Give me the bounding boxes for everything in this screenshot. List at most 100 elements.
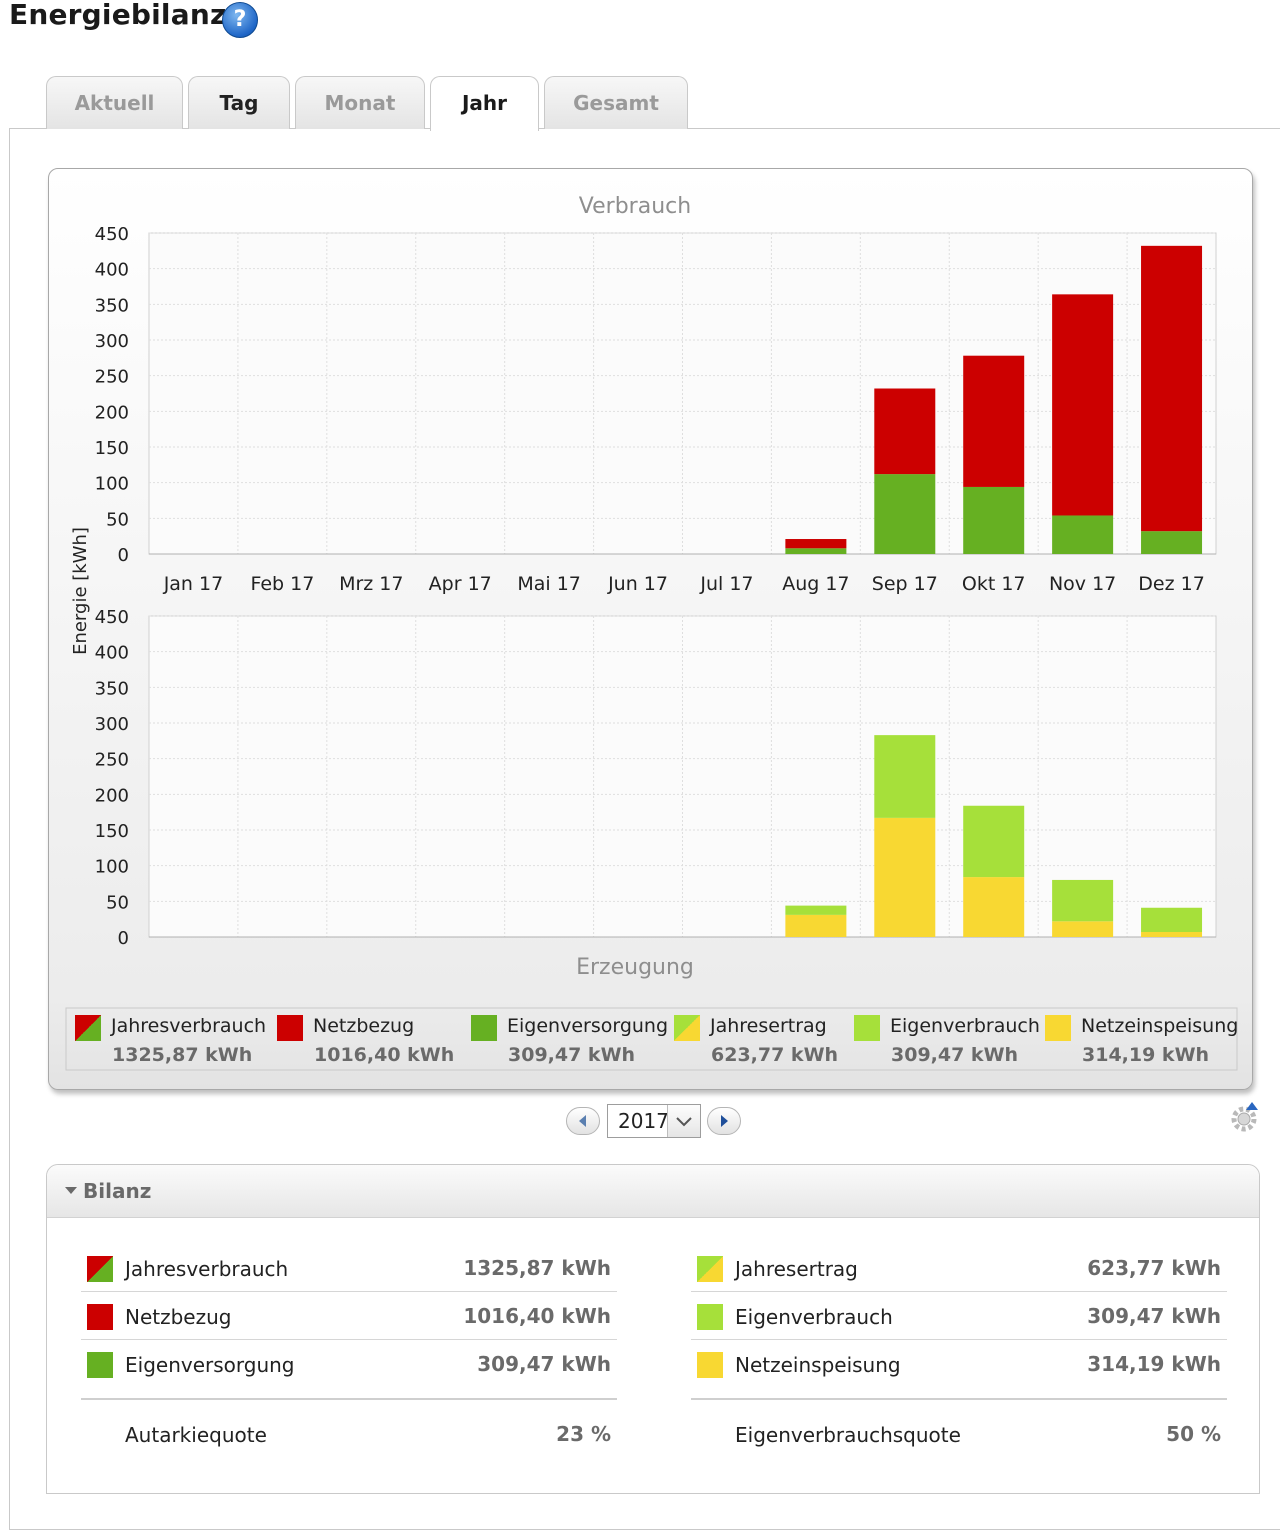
bar-netzeinspeisung: [1052, 921, 1114, 937]
bilanz-value: 314,19 kWh: [1087, 1352, 1221, 1376]
legend-item-jahresverbrauch[interactable]: Jahresverbrauch 1325,87 kWh: [75, 1015, 266, 1066]
tab-jahr[interactable]: Jahr: [430, 76, 539, 131]
bilanz-row-eigenverbrauchsquote: Eigenverbrauchsquote 50 %: [691, 1410, 1227, 1458]
legend-value: 314,19 kWh: [1082, 1044, 1209, 1066]
bilanz-value: 309,47 kWh: [477, 1352, 611, 1376]
energy-chart: 0 50 100 150 200 250 300 350 400 450 Verbrauch Jan …: [65, 194, 1238, 1071]
x-tick-label: Jan 17: [163, 573, 224, 595]
bilanz-value: 1016,40 kWh: [463, 1304, 611, 1328]
netzbezug-swatch: [87, 1304, 113, 1330]
legend-value: 623,77 kWh: [711, 1044, 838, 1066]
bar-netzbezug: [1141, 245, 1203, 532]
gear-icon: [1231, 1102, 1258, 1132]
y-axis-label: Energie [kWh]: [70, 527, 91, 655]
bilanz-row-jahresverbrauch: Jahresverbrauch 1325,87 kWh: [81, 1244, 617, 1292]
bar-eigenversorgung: [1052, 515, 1114, 554]
legend-value: 1325,87 kWh: [112, 1044, 252, 1066]
bilanz-label: Netzbezug: [125, 1305, 232, 1329]
tab-tag[interactable]: Tag: [188, 76, 290, 129]
tab-gesamt[interactable]: Gesamt: [544, 76, 688, 129]
year-value: 2017: [618, 1109, 669, 1133]
legend-swatch: [277, 1015, 303, 1041]
legend-item-eigenversorgung[interactable]: Eigenversorgung 309,47 kWh: [471, 1015, 668, 1066]
x-tick-label: Apr 17: [429, 573, 492, 595]
legend-label: Netzeinspeisung: [1081, 1015, 1238, 1037]
legend-label: Jahresertrag: [709, 1015, 827, 1037]
legend-label: Eigenversorgung: [507, 1015, 668, 1037]
bar-eigenversorgung: [1141, 531, 1203, 554]
divider: [81, 1291, 617, 1292]
bar-netzeinspeisung: [963, 877, 1025, 937]
x-tick-label: Okt 17: [962, 573, 1026, 595]
bar-netzeinspeisung: [785, 914, 847, 937]
bilanz-panel: Bilanz Jahresverbrauch 1325,87 kWh Netzb…: [46, 1164, 1260, 1494]
legend-swatch: [674, 1015, 700, 1041]
legend-item-eigenverbrauch[interactable]: Eigenverbrauch 309,47 kWh: [854, 1015, 1040, 1066]
bar-netzbezug: [785, 539, 847, 549]
legend-item-netzeinspeisung[interactable]: Netzeinspeisung 314,19 kWh: [1045, 1015, 1238, 1066]
y-tick-label: 300: [95, 714, 129, 735]
bar-eigenverbrauch: [874, 735, 936, 818]
legend-label: Eigenverbrauch: [890, 1015, 1040, 1037]
chevron-down-icon: [667, 1105, 700, 1137]
x-tick-label: Mai 17: [517, 573, 581, 595]
x-tick-label: Nov 17: [1049, 573, 1116, 595]
bilanz-header[interactable]: Bilanz: [47, 1165, 1259, 1218]
y-tick-label: 200: [95, 402, 129, 423]
legend-label: Jahresverbrauch: [110, 1015, 266, 1037]
bar-eigenverbrauch: [1052, 879, 1114, 922]
x-tick-label: Jul 17: [699, 573, 753, 595]
settings-button[interactable]: [1230, 1100, 1264, 1136]
y-tick-label: 250: [95, 367, 129, 388]
y-tick-label: 200: [95, 785, 129, 806]
bar-eigenversorgung: [963, 486, 1025, 554]
y-tick-label: 450: [95, 607, 129, 628]
divider: [691, 1339, 1227, 1340]
divider: [81, 1398, 617, 1400]
legend-label: Netzbezug: [313, 1015, 414, 1037]
bilanz-label: Jahresertrag: [735, 1257, 858, 1281]
bilanz-row-netzeinspeisung: Netzeinspeisung 314,19 kWh: [691, 1340, 1227, 1388]
bilanz-label: Eigenverbrauch: [735, 1305, 893, 1329]
y-tick-label: 400: [95, 643, 129, 664]
y-tick-label: 0: [118, 545, 129, 566]
chevron-left-icon: [579, 1115, 586, 1127]
netzeinspeisung-swatch: [697, 1352, 723, 1378]
legend-swatch: [1045, 1015, 1071, 1041]
legend-item-jahresertrag[interactable]: Jahresertrag 623,77 kWh: [674, 1015, 838, 1066]
help-icon[interactable]: ?: [222, 2, 258, 38]
bilanz-row-autarkiequote: Autarkiequote 23 %: [81, 1410, 617, 1458]
x-tick-label: Jun 17: [607, 573, 668, 595]
bilanz-row-jahresertrag: Jahresertrag 623,77 kWh: [691, 1244, 1227, 1292]
next-year-button[interactable]: [707, 1107, 741, 1135]
y-tick-label: 300: [95, 331, 129, 352]
autarkiequote-label: Autarkiequote: [125, 1423, 267, 1447]
bilanz-row-eigenversorgung: Eigenversorgung 309,47 kWh: [81, 1340, 617, 1388]
x-tick-label: Sep 17: [872, 573, 938, 595]
bar-netzeinspeisung: [1141, 932, 1203, 937]
legend-item-netzbezug[interactable]: Netzbezug 1016,40 kWh: [277, 1015, 454, 1066]
x-tick-label: Aug 17: [782, 573, 849, 595]
legend-swatch: [75, 1015, 101, 1041]
bar-netzbezug: [963, 355, 1025, 487]
legend-value: 309,47 kWh: [891, 1044, 1018, 1066]
tab-monat[interactable]: Monat: [295, 76, 425, 129]
y-tick-label: 0: [118, 928, 129, 949]
prev-year-button[interactable]: [566, 1107, 600, 1135]
bar-eigenverbrauch: [1141, 907, 1203, 933]
bar-eigenversorgung: [785, 548, 847, 554]
bilanz-row-netzbezug: Netzbezug 1016,40 kWh: [81, 1292, 617, 1340]
bilanz-label: Netzeinspeisung: [735, 1353, 901, 1377]
legend-value: 1016,40 kWh: [314, 1044, 454, 1066]
divider: [81, 1339, 617, 1340]
page-title: Energiebilanz: [9, 0, 227, 31]
autarkiequote-value: 23 %: [556, 1422, 611, 1446]
bilanz-label: Jahresverbrauch: [125, 1257, 289, 1281]
jahresverbrauch-swatch: [87, 1256, 113, 1282]
bilanz-value: 1325,87 kWh: [463, 1256, 611, 1280]
tab-aktuell[interactable]: Aktuell: [46, 76, 183, 129]
year-select[interactable]: 2017: [607, 1104, 701, 1138]
legend-box: [65, 1007, 1238, 1071]
x-tick-label: Dez 17: [1138, 573, 1205, 595]
y-tick-label: 450: [95, 224, 129, 245]
